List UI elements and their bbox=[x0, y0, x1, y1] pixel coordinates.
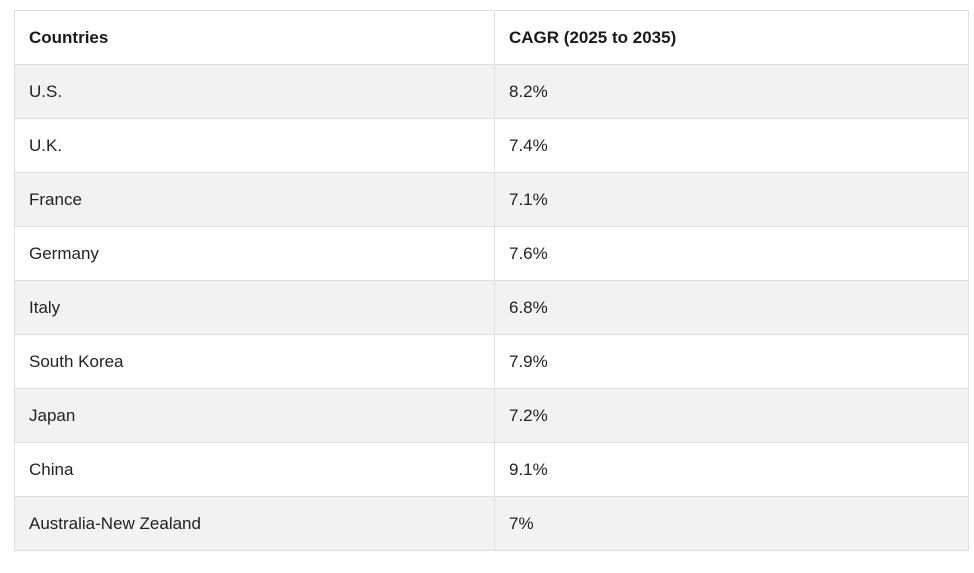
cagr-cell: 7.2% bbox=[494, 388, 969, 443]
table-row: Australia-New Zealand 7% bbox=[14, 496, 969, 551]
header-row: Countries CAGR (2025 to 2035) bbox=[14, 10, 969, 65]
table-body: U.S. 8.2% U.K. 7.4% France 7.1% Germany … bbox=[14, 64, 969, 551]
cagr-cell: 9.1% bbox=[494, 442, 969, 497]
cagr-cell: 6.8% bbox=[494, 280, 969, 335]
country-cell: Japan bbox=[14, 388, 495, 443]
country-cell: France bbox=[14, 172, 495, 227]
cagr-cell: 8.2% bbox=[494, 64, 969, 119]
cagr-cell: 7.9% bbox=[494, 334, 969, 389]
cagr-cell: 7.4% bbox=[494, 118, 969, 173]
table-row: China 9.1% bbox=[14, 442, 969, 497]
table-row: Japan 7.2% bbox=[14, 388, 969, 443]
cagr-table: Countries CAGR (2025 to 2035) U.S. 8.2% … bbox=[14, 10, 969, 551]
header-cagr: CAGR (2025 to 2035) bbox=[494, 10, 969, 65]
table-header: Countries CAGR (2025 to 2035) bbox=[14, 10, 969, 65]
table-row: France 7.1% bbox=[14, 172, 969, 227]
country-cell: U.K. bbox=[14, 118, 495, 173]
table-row: South Korea 7.9% bbox=[14, 334, 969, 389]
table-row: U.K. 7.4% bbox=[14, 118, 969, 173]
header-countries: Countries bbox=[14, 10, 495, 65]
country-cell: U.S. bbox=[14, 64, 495, 119]
country-cell: South Korea bbox=[14, 334, 495, 389]
cagr-cell: 7.6% bbox=[494, 226, 969, 281]
country-cell: China bbox=[14, 442, 495, 497]
cagr-cell: 7% bbox=[494, 496, 969, 551]
table-row: Germany 7.6% bbox=[14, 226, 969, 281]
country-cell: Germany bbox=[14, 226, 495, 281]
table-row: Italy 6.8% bbox=[14, 280, 969, 335]
table-container: Countries CAGR (2025 to 2035) U.S. 8.2% … bbox=[14, 10, 969, 551]
country-cell: Australia-New Zealand bbox=[14, 496, 495, 551]
table-row: U.S. 8.2% bbox=[14, 64, 969, 119]
country-cell: Italy bbox=[14, 280, 495, 335]
cagr-cell: 7.1% bbox=[494, 172, 969, 227]
